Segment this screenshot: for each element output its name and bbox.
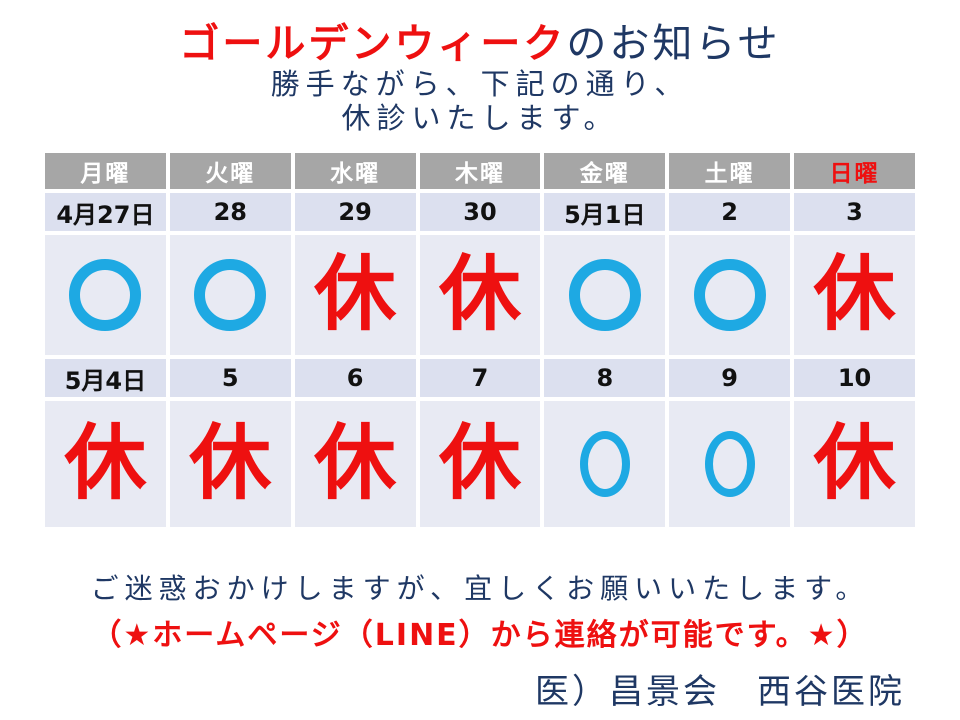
date-cell-2-4: 7 — [419, 359, 541, 398]
title-rest: のお知らせ — [566, 21, 781, 67]
open-circle-icon — [579, 431, 630, 498]
day-header-row: 月曜 火曜 水曜 木曜 金曜 土曜 日曜 — [45, 153, 915, 190]
day-header-1: 月曜 — [45, 153, 166, 190]
status-row-1: 休休休 — [45, 235, 915, 356]
status-cell-2-3: 休 — [294, 401, 416, 528]
open-circle-icon — [69, 259, 142, 332]
date-cell-1-7: 3 — [794, 193, 915, 232]
status-cell-1-2 — [169, 235, 291, 356]
open-circle-icon — [194, 259, 267, 332]
closed-mark: 休 — [189, 416, 272, 512]
date-cell-2-1: 5月4日 — [45, 359, 166, 398]
date-cell-1-6: 2 — [669, 193, 791, 232]
footer-apology: ご迷惑おかけしますが、宜しくお願いいたします。 — [90, 572, 870, 606]
day-header-6: 土曜 — [669, 153, 791, 190]
schedule-table: 月曜 火曜 水曜 木曜 金曜 土曜 日曜 4月27日 28 29 30 5月1日 2 3 休休休 5月4日 5 6… — [41, 149, 919, 531]
subtitle-line-1: 勝手ながら、下記の通り、 — [270, 67, 690, 101]
status-cell-1-4: 休 — [419, 235, 541, 356]
status-cell-1-5 — [544, 235, 666, 356]
page-title: ゴールデンウィークのお知らせ — [0, 20, 960, 68]
date-cell-1-1: 4月27日 — [45, 193, 166, 232]
status-cell-2-1: 休 — [45, 401, 166, 528]
status-cell-1-3: 休 — [294, 235, 416, 356]
day-header-7: 日曜 — [794, 153, 915, 190]
date-cell-1-3: 29 — [294, 193, 416, 232]
status-cell-2-4: 休 — [419, 401, 541, 528]
status-cell-2-5 — [544, 401, 666, 528]
open-circle-icon — [568, 259, 641, 332]
status-cell-2-7: 休 — [794, 401, 915, 528]
status-cell-1-6 — [669, 235, 791, 356]
date-cell-1-2: 28 — [169, 193, 291, 232]
status-cell-1-1 — [45, 235, 166, 356]
footer-contact: （★ホームページ（LINE）から連絡が可能です。★） — [91, 618, 869, 654]
subtitle-line-2: 休診いたします。 — [341, 100, 619, 135]
status-cell-2-6 — [669, 401, 791, 528]
closed-mark: 休 — [438, 416, 521, 512]
date-cell-2-5: 8 — [544, 359, 666, 398]
title-highlight: ゴールデンウィーク — [179, 21, 567, 67]
date-cell-2-7: 10 — [794, 359, 915, 398]
status-cell-1-7: 休 — [794, 235, 915, 356]
day-header-5: 金曜 — [544, 153, 666, 190]
day-header-3: 水曜 — [294, 153, 416, 190]
closed-mark: 休 — [314, 247, 397, 343]
closed-mark: 休 — [813, 416, 896, 512]
clinic-name: 医）昌景会 西谷医院 — [535, 672, 905, 713]
date-cell-2-3: 6 — [294, 359, 416, 398]
open-circle-icon — [693, 259, 766, 332]
day-header-4: 木曜 — [419, 153, 541, 190]
date-row-2: 5月4日 5 6 7 8 9 10 — [45, 359, 915, 398]
status-row-2: 休休休休休 — [45, 401, 915, 528]
day-header-2: 火曜 — [169, 153, 291, 190]
date-cell-1-5: 5月1日 — [544, 193, 666, 232]
closed-mark: 休 — [438, 247, 521, 343]
closed-mark: 休 — [813, 247, 896, 343]
closed-mark: 休 — [64, 416, 147, 512]
status-cell-2-2: 休 — [169, 401, 291, 528]
date-row-1: 4月27日 28 29 30 5月1日 2 3 — [45, 193, 915, 232]
date-cell-2-6: 9 — [669, 359, 791, 398]
date-cell-2-2: 5 — [169, 359, 291, 398]
open-circle-icon — [704, 431, 755, 498]
closed-mark: 休 — [314, 416, 397, 512]
date-cell-1-4: 30 — [419, 193, 541, 232]
